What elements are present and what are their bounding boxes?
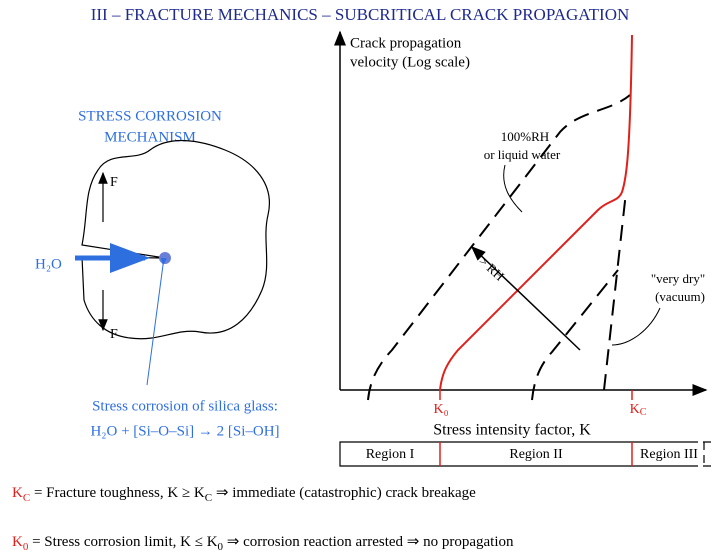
note-text: ⇒ immediate (catastrophic) crack breakag… [212,485,476,501]
leader [146,257,167,386]
mechanism-heading: STRESS CORROSION [78,108,222,124]
region-bar-open [690,441,712,467]
leader [503,164,523,213]
leader [611,307,661,346]
dry-label: (vacuum) [655,289,705,304]
title: III – FRACTURE MECHANICS – SUBCRITICAL C… [91,5,630,24]
note-subscript: C [205,492,212,504]
rh-label: > RH [476,253,507,283]
note-subscript: 0 [23,541,29,553]
curve-reference [439,34,633,391]
k0-label: K₀ [434,402,449,417]
kc-label: KC [630,402,647,418]
note-text: = Fracture toughness, K ≥ K [30,485,205,501]
curve-mid [531,269,619,401]
force-label: F [110,175,118,190]
region-bar [339,441,690,467]
kc-subscript: C [640,407,647,418]
x-axis-label: Stress intensity factor, K [433,422,591,439]
region-label: Region II [509,447,563,462]
caption: H₂O + [Si–O–Si] → 2 [Si–OH] [90,423,279,439]
note-text: = Stress corrosion limit, K ≤ K [28,534,217,550]
water-label: H₂O [35,256,62,272]
note: K0 = Stress corrosion limit, K ≤ K0 ⇒ co… [12,534,514,552]
force-label: F [110,327,118,342]
kc-symbol: K [630,402,640,417]
mechanism-heading: MECHANISM [104,129,196,145]
note-symbol: K [12,534,23,550]
dry-label: "very dry" [651,271,705,286]
glass-body [81,140,270,340]
note-symbol: K [12,485,23,501]
y-axis-label: velocity (Log scale) [350,54,470,70]
curve-wet [367,94,631,401]
wet-label: 100%RH [501,129,549,144]
rh-arrow [470,245,581,351]
note-text: ⇒ corrosion reaction arrested ⇒ no propa… [223,534,514,550]
crack-tip [159,252,171,264]
region-label: Region I [366,447,415,462]
note-subscript: C [23,492,30,504]
note-subscript: 0 [218,541,224,553]
region-label: Region III [640,447,698,462]
curve-dry [603,191,627,391]
caption: Stress corrosion of silica glass: [92,398,278,414]
wet-label: or liquid water [484,147,561,162]
y-axis-label: Crack propagation [350,35,462,51]
note: KC = Fracture toughness, K ≥ KC ⇒ immedi… [12,485,476,503]
